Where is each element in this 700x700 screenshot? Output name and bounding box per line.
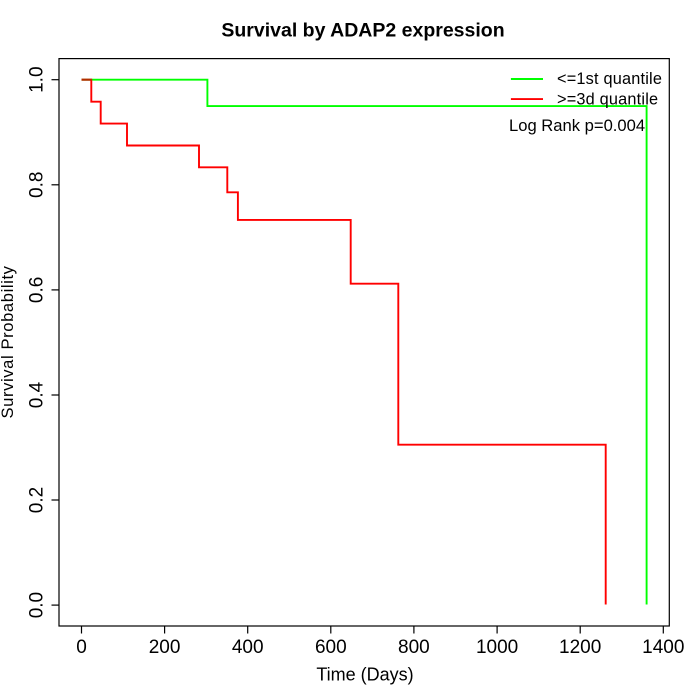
svg-text:0: 0	[76, 637, 87, 658]
svg-text:1000: 1000	[476, 637, 518, 658]
svg-text:400: 400	[232, 637, 264, 658]
svg-text:1200: 1200	[559, 637, 601, 658]
svg-text:0.0: 0.0	[26, 592, 47, 618]
svg-text:200: 200	[149, 637, 181, 658]
svg-text:0.6: 0.6	[26, 277, 47, 303]
svg-text:0.2: 0.2	[26, 487, 47, 513]
svg-text:1.0: 1.0	[26, 66, 47, 92]
svg-text:>=3d quantile: >=3d quantile	[557, 91, 658, 109]
svg-text:1400: 1400	[642, 637, 684, 658]
svg-text:0.8: 0.8	[26, 172, 47, 198]
svg-text:Log Rank p=0.004: Log Rank p=0.004	[509, 116, 645, 135]
svg-text:<=1st quantile: <=1st quantile	[557, 70, 662, 88]
svg-text:Survival Probability: Survival Probability	[0, 265, 17, 418]
svg-text:600: 600	[315, 637, 347, 658]
svg-text:800: 800	[398, 637, 430, 658]
svg-text:Survival by ADAP2 expression: Survival by ADAP2 expression	[221, 20, 504, 42]
svg-text:Time (Days): Time (Days)	[316, 665, 413, 685]
svg-text:0.4: 0.4	[26, 381, 47, 408]
